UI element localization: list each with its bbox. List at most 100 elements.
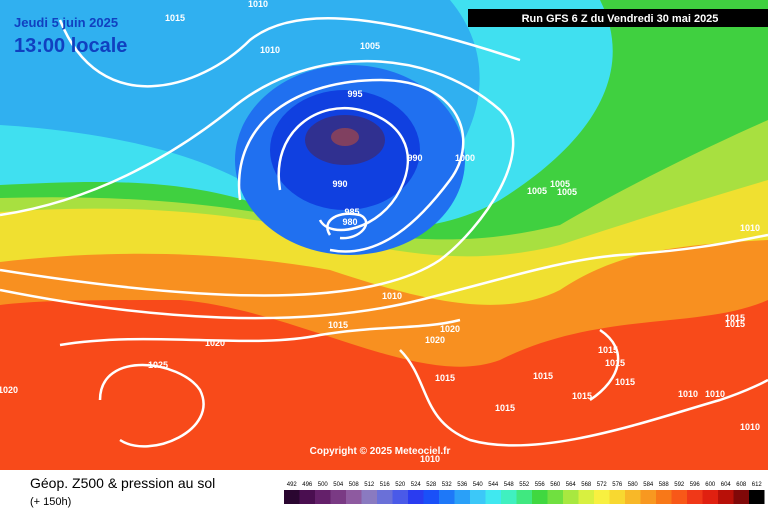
scale-label: 528	[426, 482, 437, 488]
scale-swatch	[315, 490, 331, 504]
scale-label: 564	[566, 482, 577, 488]
scale-swatch	[594, 490, 610, 504]
isobar-label: 1005	[550, 179, 570, 189]
scale-swatch	[718, 490, 734, 504]
scale-swatch	[687, 490, 703, 504]
isobar-label: 1015	[572, 391, 592, 401]
isobar-label: 1010	[705, 389, 725, 399]
scale-label: 560	[550, 482, 561, 488]
scale-label: 600	[705, 482, 716, 488]
scale-label: 508	[349, 482, 360, 488]
scale-swatch	[547, 490, 563, 504]
scale-swatch	[733, 490, 749, 504]
isobar-label: 1015	[725, 313, 745, 323]
isobar-label: 1005	[360, 41, 380, 51]
scale-label: 568	[581, 482, 592, 488]
isobar-label: 1005	[527, 186, 547, 196]
scale-label: 544	[488, 482, 499, 488]
isobar-label: 1010	[248, 0, 268, 9]
scale-swatch	[702, 490, 718, 504]
scale-swatch	[408, 490, 424, 504]
isobar-label: 1020	[0, 385, 18, 395]
scale-swatch	[423, 490, 439, 504]
scale-label: 588	[659, 482, 670, 488]
scale-label: 604	[721, 482, 732, 488]
scale-label: 580	[628, 482, 639, 488]
legend-subtitle: (+ 150h)	[30, 496, 71, 508]
scale-label: 576	[612, 482, 623, 488]
scale-label: 612	[752, 482, 763, 488]
isobar-label: 1020	[425, 335, 445, 345]
scale-label: 512	[364, 482, 375, 488]
scale-label: 540	[473, 482, 484, 488]
scale-swatch	[485, 490, 501, 504]
isobar-label: 1025	[148, 360, 168, 370]
scale-label: 536	[457, 482, 468, 488]
scale-swatch	[532, 490, 548, 504]
scale-label: 516	[380, 482, 391, 488]
scale-label: 556	[535, 482, 546, 488]
isobar-label: 1015	[598, 345, 618, 355]
scale-label: 500	[318, 482, 329, 488]
scale-label: 572	[597, 482, 608, 488]
isobar-label: 1020	[440, 324, 460, 334]
scale-swatch	[625, 490, 641, 504]
isobar-label: 1015	[435, 373, 455, 383]
scale-label: 548	[504, 482, 515, 488]
isobar-label: 995	[347, 89, 362, 99]
scale-label: 552	[519, 482, 530, 488]
scale-label: 592	[674, 482, 685, 488]
isobar-label: 1015	[533, 371, 553, 381]
scale-label: 524	[411, 482, 422, 488]
run-label: Run GFS 6 Z du Vendredi 30 mai 2025	[522, 13, 719, 25]
isobar-label: 1015	[495, 403, 515, 413]
color-scale: 492 496 500 504 508 512 516 520 524 528 532 536 540 5…	[284, 482, 765, 504]
isobar-label: 1015	[328, 320, 348, 330]
scale-swatch	[578, 490, 594, 504]
isobar-label: 1010	[382, 291, 402, 301]
scale-swatch	[656, 490, 672, 504]
scale-swatch	[563, 490, 579, 504]
field	[0, 0, 768, 470]
isobar-label: 990	[332, 179, 347, 189]
isobar-label: 1010	[420, 454, 440, 464]
isobar-label: 1015	[605, 358, 625, 368]
isobar-label: 990	[407, 153, 422, 163]
scale-swatch	[609, 490, 625, 504]
legend-title: Géop. Z500 & pression au sol	[30, 475, 215, 491]
isobar-label: 1015	[165, 13, 185, 23]
run-box	[468, 9, 768, 27]
scale-swatch	[377, 490, 393, 504]
isobars	[0, 16, 768, 448]
scale-label: 596	[690, 482, 701, 488]
isobar-label: 1010	[260, 45, 280, 55]
scale-label: 492	[287, 482, 298, 488]
scale-swatch	[470, 490, 486, 504]
scale-swatch	[749, 490, 765, 504]
scale-label: 496	[302, 482, 313, 488]
isobar-label: 1015	[615, 377, 635, 387]
isobar-label: 980	[342, 217, 357, 227]
copyright: Copyright © 2025 Meteociel.fr	[310, 446, 451, 457]
scale-swatch	[299, 490, 315, 504]
scale-swatch	[671, 490, 687, 504]
isobar-label: 1015	[725, 319, 745, 329]
isobar-label: 1010	[740, 422, 760, 432]
scale-swatch	[439, 490, 455, 504]
date-label: Jeudi 5 juin 2025	[14, 15, 118, 30]
scale-swatch	[361, 490, 377, 504]
scale-label: 584	[643, 482, 654, 488]
scale-label: 532	[442, 482, 453, 488]
scale-label: 520	[395, 482, 406, 488]
scale-label: 504	[333, 482, 344, 488]
time-label: 13:00 locale	[14, 35, 127, 57]
scale-swatch	[346, 490, 362, 504]
scale-swatch	[454, 490, 470, 504]
isobar-label: 1010	[678, 389, 698, 399]
scale-swatch	[640, 490, 656, 504]
scale-swatch	[392, 490, 408, 504]
isobar-label: 1000	[455, 153, 475, 163]
isobar-label: 1020	[205, 338, 225, 348]
